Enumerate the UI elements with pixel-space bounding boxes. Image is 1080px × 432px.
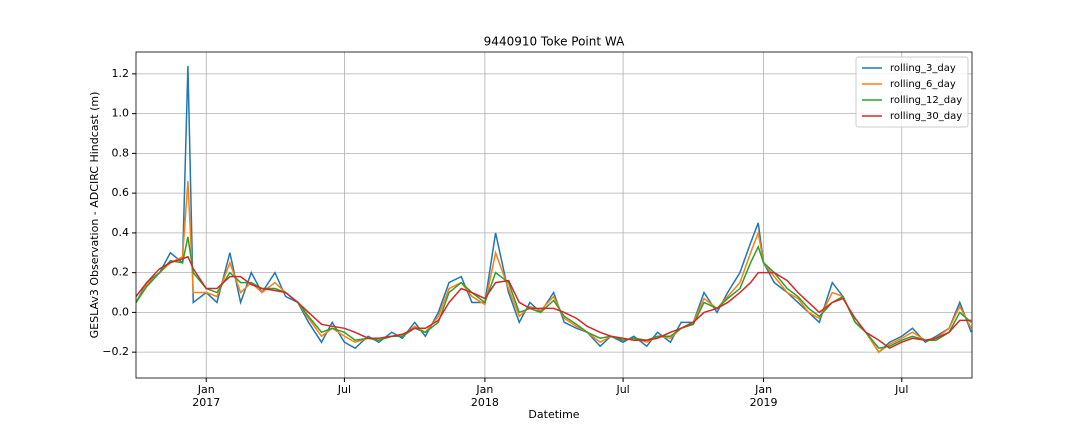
y-tick-label: 0.8 [112,146,130,159]
x-axis-label: Datetime [528,408,579,421]
x-tick-label: Jul [337,383,352,396]
legend-label: rolling_6_day [890,79,956,90]
chart-title: 9440910 Toke Point WA [484,35,625,49]
y-tick-label: 0.4 [112,226,130,239]
x-tick-label: Jan 2019 [749,383,778,409]
series-line [136,181,972,354]
y-tick-label: 0.6 [112,186,130,199]
y-axis-label: GESLAv3 Observation - ADCIRC Hindcast (m… [88,92,101,339]
legend-label: rolling_3_day [890,63,956,74]
x-tick-label: Jan 2017 [192,383,221,409]
x-tick-label: Jul [616,383,630,396]
legend-box [855,56,969,128]
y-tick-label: 0.2 [112,266,130,279]
y-tick-label: 1.0 [112,107,130,120]
plot-frame [135,51,973,379]
legend-label: rolling_30_day [890,111,962,122]
x-tick-label: Jan 2018 [470,383,499,409]
y-tick-label: −0.2 [102,345,129,358]
series-line [136,65,972,354]
series-line [136,255,972,350]
x-tick-label: Jul [895,383,909,396]
y-tick-label: 0.0 [112,305,130,318]
y-tick-label: 1.2 [112,67,130,80]
legend-label: rolling_12_day [890,95,962,106]
